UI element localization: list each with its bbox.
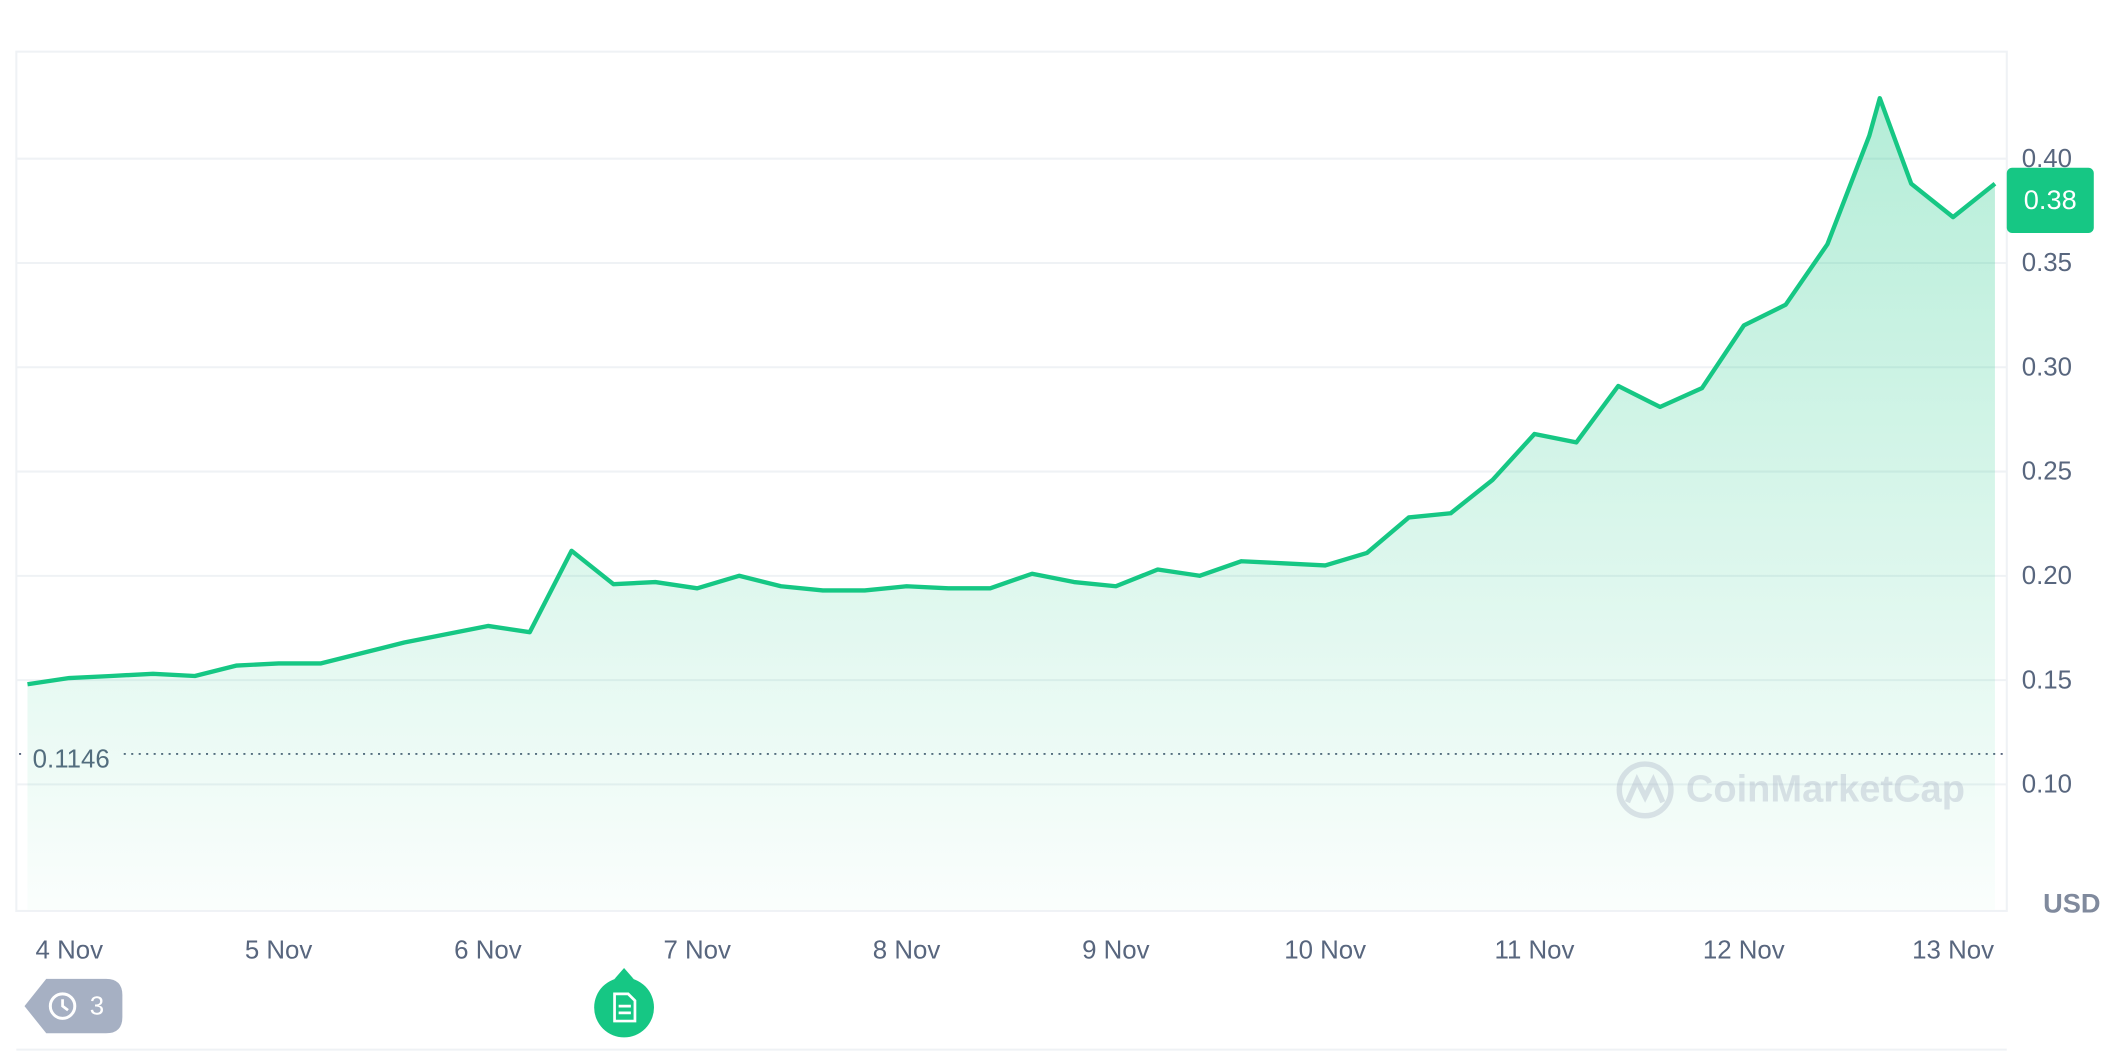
history-icon-hands — [61, 999, 69, 1012]
watermark-text: CoinMarketCap — [1686, 768, 1965, 810]
y-tick-label: 0.15 — [2022, 666, 2072, 694]
x-tick-label: 10 Nov — [1284, 937, 1366, 965]
watermark: CoinMarketCap — [1616, 761, 1965, 819]
history-badge[interactable]: 3 — [24, 978, 123, 1034]
x-tick-label: 8 Nov — [873, 937, 941, 965]
y-tick-label: 0.30 — [2022, 353, 2072, 381]
x-tick-label: 11 Nov — [1495, 937, 1575, 965]
current-price-label: 0.38 — [2024, 184, 2077, 215]
currency-label: USD — [2043, 888, 2100, 919]
labels: 0.100.150.200.250.300.350.404 Nov 5 Nov 6 … — [36, 145, 2094, 965]
news-marker[interactable] — [594, 968, 654, 1038]
x-tick-label: 4 Nov — [36, 937, 104, 965]
history-count: 3 — [90, 992, 104, 1020]
news-icon — [613, 992, 637, 1023]
price-area — [27, 98, 1995, 910]
watermark-logo — [1616, 761, 1674, 819]
plot: 0.1146 — [19, 95, 2006, 910]
x-tick-label: 13 Nov — [1912, 937, 1994, 965]
y-tick-label: 0.35 — [2022, 249, 2072, 277]
x-tick-label: 7 Nov — [663, 937, 731, 965]
plot-frame — [15, 50, 2008, 912]
current-price-tag — [2006, 167, 2094, 234]
y-tick-label: 0.25 — [2022, 458, 2072, 486]
x-tick-label: 5 Nov — [245, 937, 313, 965]
x-tick-label: 9 Nov — [1082, 937, 1150, 965]
x-tick-label: 6 Nov — [454, 937, 522, 965]
price-line — [27, 95, 1997, 687]
y-tick-label: 0.20 — [2022, 562, 2072, 590]
x-tick-label: 12 Nov — [1703, 937, 1785, 965]
watermark-logo-mark — [1624, 773, 1666, 804]
news-marker-tip — [614, 968, 634, 979]
y-tick-label: 0.10 — [2022, 771, 2072, 799]
history-icon — [48, 992, 77, 1020]
